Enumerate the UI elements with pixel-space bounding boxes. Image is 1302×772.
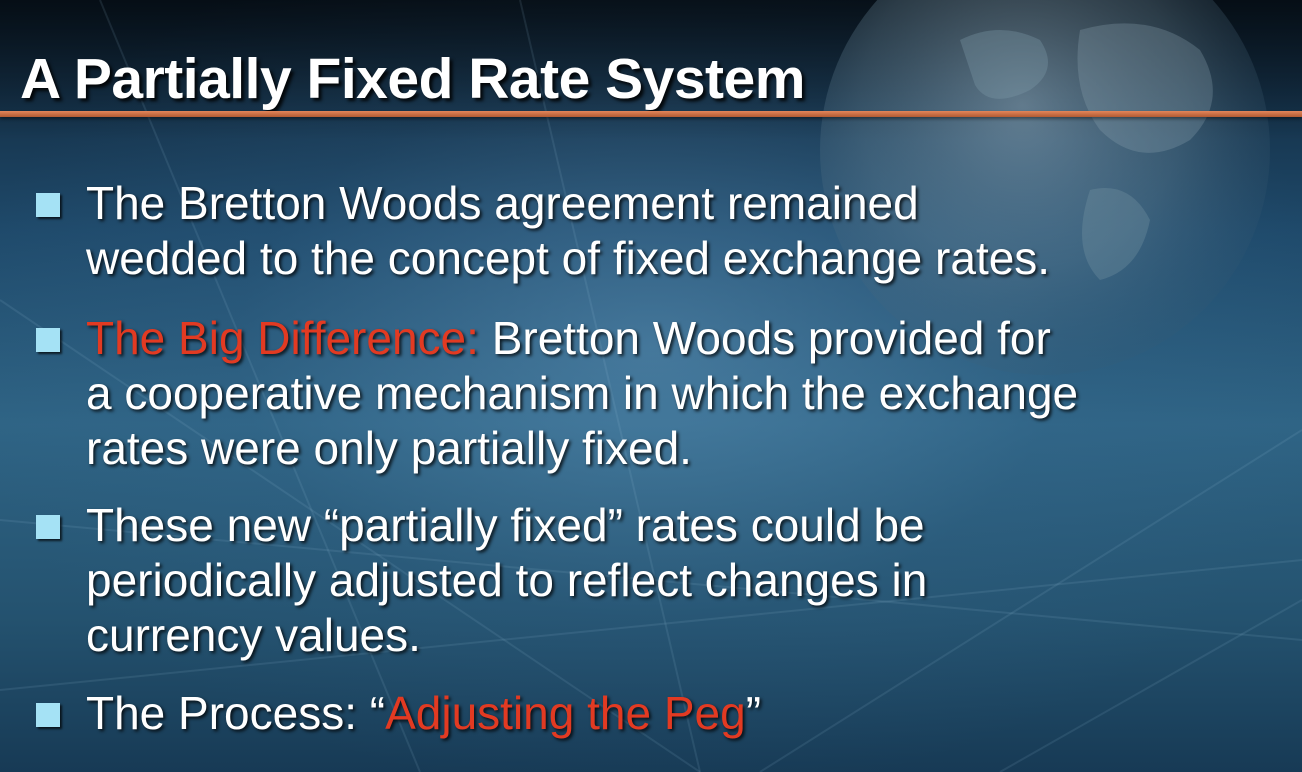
- bullet-line: periodically adjusted to reflect changes…: [86, 554, 928, 606]
- square-bullet-icon: [36, 328, 60, 352]
- bullet-text: These new “partially fixed” rates could …: [86, 498, 927, 663]
- bullet-line-rest: Bretton Woods provided for: [478, 312, 1051, 364]
- title-underline: [0, 111, 1302, 117]
- bullet-line: The Big Difference: Bretton Woods provid…: [86, 311, 1078, 366]
- process-suffix: ”: [745, 687, 762, 739]
- bullet-line: currency values.: [86, 609, 421, 661]
- square-bullet-icon: [36, 515, 60, 539]
- bullet-text: The Bretton Woods agreement remained wed…: [86, 176, 1050, 286]
- slide-title: A Partially Fixed Rate System: [20, 47, 805, 111]
- square-bullet-icon: [36, 193, 60, 217]
- bullet-line: wedded to the concept of fixed exchange …: [86, 232, 1051, 284]
- bullet-line: rates were only partially fixed.: [86, 422, 692, 474]
- bullet-line: These new “partially fixed” rates could …: [86, 499, 925, 551]
- globe-shape: [820, 0, 1270, 375]
- highlight-text: Adjusting the Peg: [385, 687, 746, 739]
- bullet-line: The Bretton Woods agreement remained: [86, 177, 919, 229]
- highlight-text: The Big Difference:: [86, 312, 479, 364]
- bullet-line: a cooperative mechanism in which the exc…: [86, 367, 1079, 419]
- bullet-line: The Process: “Adjusting the Peg”: [86, 686, 761, 741]
- bullet-text: The Process: “Adjusting the Peg”: [86, 686, 761, 741]
- process-prefix: The Process: “: [86, 687, 386, 739]
- square-bullet-icon: [36, 703, 60, 727]
- bullet-text: The Big Difference: Bretton Woods provid…: [86, 311, 1078, 476]
